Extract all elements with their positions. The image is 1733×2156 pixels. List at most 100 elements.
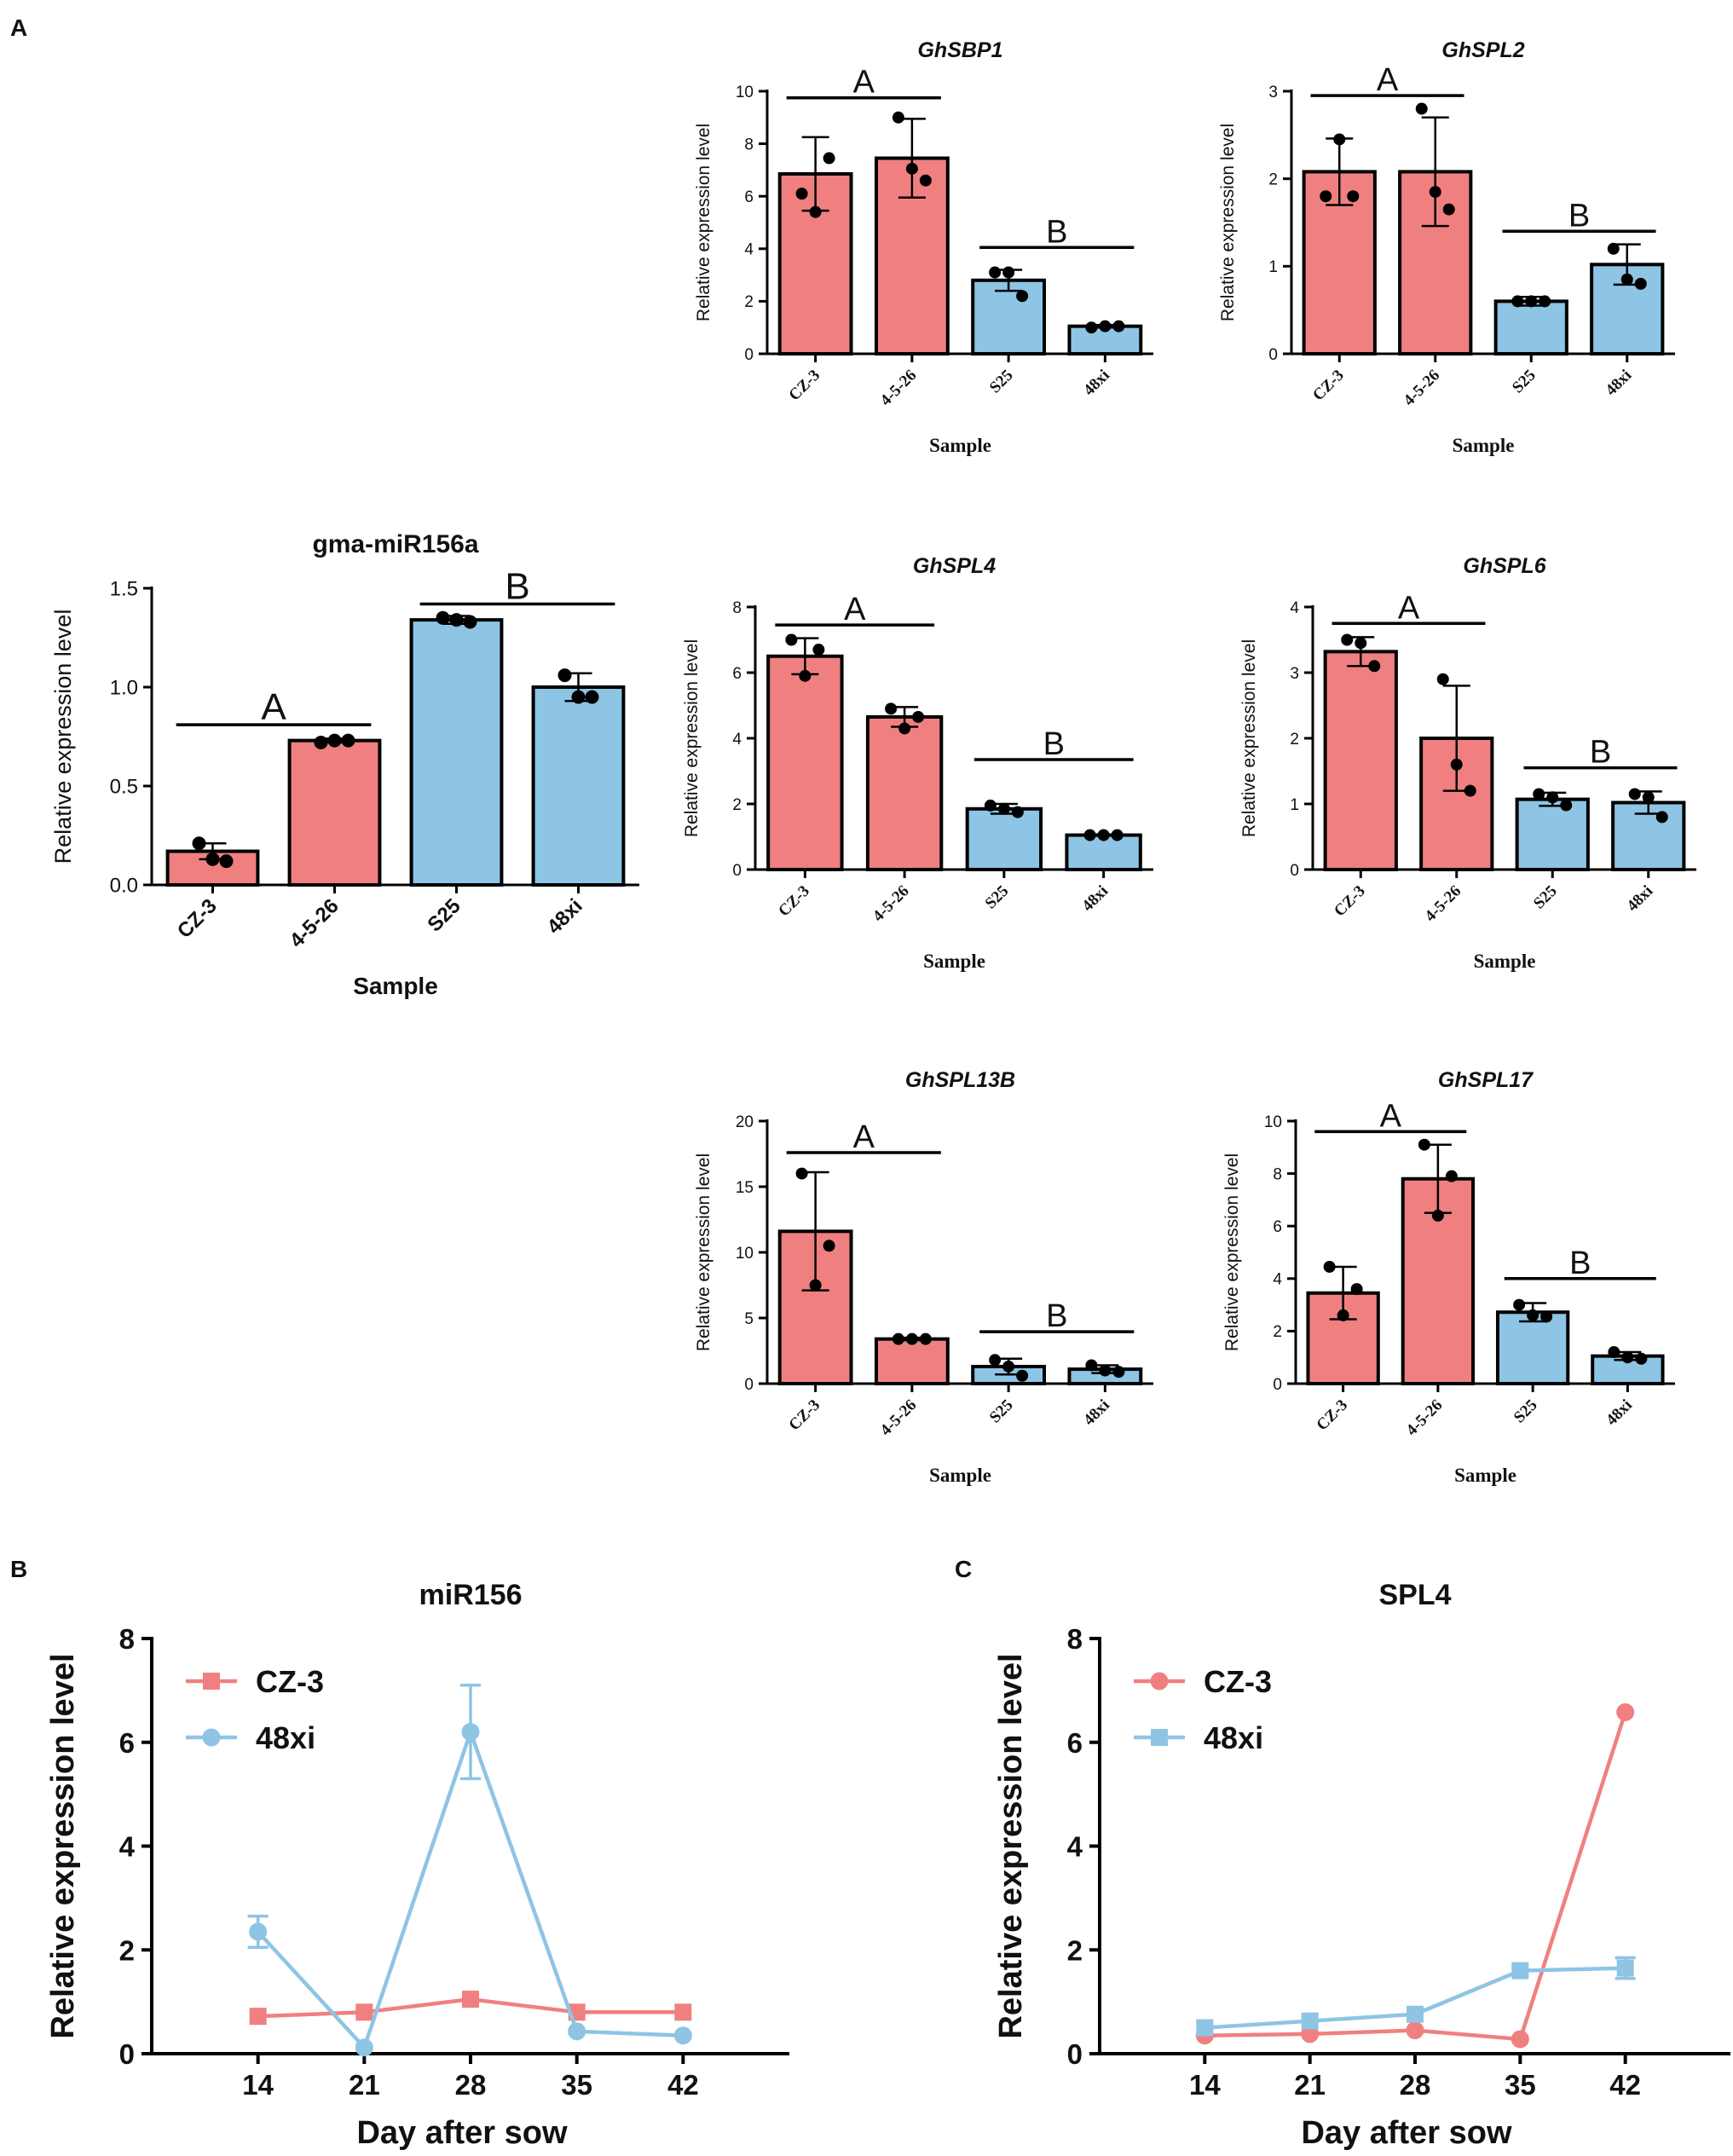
data-point bbox=[1002, 1360, 1015, 1373]
data-point bbox=[192, 836, 206, 851]
x-axis-label: Sample bbox=[929, 435, 991, 456]
data-point bbox=[1560, 799, 1573, 812]
data-point bbox=[795, 1167, 808, 1180]
y-tick-label: 0 bbox=[1268, 346, 1278, 364]
x-tick-label: CZ-3 bbox=[775, 882, 813, 921]
data-point bbox=[1540, 1310, 1553, 1323]
panel-label-a: A bbox=[10, 14, 27, 41]
x-tick-label: 4-5-26 bbox=[286, 894, 344, 952]
x-tick-label: 48xi bbox=[543, 894, 587, 939]
data-point bbox=[1546, 791, 1559, 804]
series-marker-CZ-3 bbox=[1616, 1702, 1635, 1721]
x-tick-label: 42 bbox=[667, 2069, 699, 2101]
data-point bbox=[314, 735, 328, 749]
data-point bbox=[449, 613, 464, 627]
y-tick-label: 6 bbox=[119, 1727, 135, 1759]
data-point bbox=[1112, 1366, 1125, 1379]
x-axis-label: Sample bbox=[923, 951, 985, 972]
y-tick-label: 4 bbox=[732, 731, 742, 749]
bar-S25 bbox=[965, 806, 1043, 872]
x-tick-label: CZ-3 bbox=[1309, 367, 1348, 405]
x-tick-label: CZ-3 bbox=[785, 1396, 823, 1435]
group-label: A bbox=[853, 1119, 875, 1155]
group-label: B bbox=[1568, 198, 1590, 234]
chart-title: GhSPL17 bbox=[1438, 1068, 1534, 1092]
x-axis-label: Day after sow bbox=[1301, 2115, 1512, 2151]
y-tick-label: 2 bbox=[1290, 731, 1299, 749]
chart-title: GhSPL6 bbox=[1463, 554, 1546, 578]
chart-title: GhSBP1 bbox=[917, 38, 1002, 62]
data-point bbox=[205, 852, 220, 866]
x-tick-label: 48xi bbox=[1603, 367, 1636, 400]
data-point bbox=[1450, 758, 1463, 771]
data-point bbox=[892, 1332, 904, 1345]
group-label: B bbox=[1043, 726, 1065, 762]
x-axis-label: Day after sow bbox=[356, 2115, 568, 2151]
x-tick-label: 4-5-26 bbox=[1401, 367, 1444, 410]
chart-title: GhSPL13B bbox=[905, 1068, 1015, 1092]
x-tick-label: 21 bbox=[1294, 2069, 1326, 2101]
data-point bbox=[1002, 266, 1015, 279]
data-point bbox=[1607, 242, 1620, 255]
x-tick-label: 4-5-26 bbox=[1422, 882, 1465, 926]
data-point bbox=[1097, 829, 1110, 841]
data-point bbox=[1513, 1298, 1526, 1311]
y-tick-label: 8 bbox=[1273, 1165, 1282, 1183]
group-label: B bbox=[1569, 1246, 1591, 1281]
y-axis-label: Relative expression level bbox=[1239, 639, 1259, 837]
y-tick-label: 4 bbox=[744, 241, 754, 259]
data-point bbox=[436, 610, 450, 625]
bar-4-5-26 bbox=[865, 714, 944, 871]
y-tick-label: 0 bbox=[119, 2038, 135, 2070]
data-point bbox=[1429, 186, 1441, 199]
chart-title: GhSPL4 bbox=[913, 554, 996, 578]
series-marker-CZ-3 bbox=[674, 2003, 692, 2021]
y-tick-label: 1.5 bbox=[110, 578, 138, 601]
series-marker-48xi bbox=[249, 1922, 268, 1941]
data-point bbox=[571, 690, 586, 704]
data-point bbox=[341, 733, 355, 748]
bar-4-5-26 bbox=[287, 738, 382, 887]
y-tick-label: 4 bbox=[1273, 1271, 1282, 1289]
x-tick-label: CZ-3 bbox=[1331, 882, 1369, 921]
series-marker-CZ-3 bbox=[462, 1991, 479, 2009]
y-tick-label: 0 bbox=[1273, 1376, 1282, 1394]
bar-48xi bbox=[531, 685, 626, 887]
y-axis-label: Relative expression level bbox=[50, 610, 76, 864]
data-point bbox=[809, 205, 822, 218]
data-point bbox=[1628, 788, 1641, 801]
data-point bbox=[984, 799, 996, 812]
group-label: A bbox=[261, 686, 286, 728]
group-label: B bbox=[1046, 214, 1067, 250]
data-point bbox=[1415, 102, 1428, 115]
data-point bbox=[892, 111, 904, 124]
x-axis-label: Sample bbox=[1454, 1465, 1516, 1486]
chart-spl4: SPL4 0 2 4 6 8 14 21 28 35 42 Day after sow Relative… bbox=[993, 1579, 1730, 2151]
charts: GhSBP1 0 2 4 6 8 10 CZ-3 4-5-26 S25 48xi Sample Rela… bbox=[45, 38, 1730, 2151]
y-tick-label: 6 bbox=[1273, 1218, 1282, 1236]
y-tick-label: 4 bbox=[1290, 599, 1299, 617]
x-tick-label: 4-5-26 bbox=[869, 882, 913, 926]
data-point bbox=[905, 162, 918, 175]
y-tick-label: 10 bbox=[736, 84, 754, 101]
data-point bbox=[1608, 1346, 1620, 1359]
data-point bbox=[823, 1240, 835, 1252]
chart-ghsbp1: GhSBP1 0 2 4 6 8 10 CZ-3 4-5-26 S25 48xi Sample Rela… bbox=[694, 38, 1153, 456]
chart-ghspl6: GhSPL6 0 1 2 3 4 CZ-3 4-5-26 S25 48xi Sample Relati… bbox=[1239, 554, 1696, 972]
y-tick-label: 2 bbox=[119, 1934, 135, 1966]
data-point bbox=[1112, 320, 1125, 332]
x-tick-label: 21 bbox=[349, 2069, 380, 2101]
bar-CZ-3 bbox=[1323, 650, 1398, 871]
x-tick-label: S25 bbox=[1530, 882, 1561, 913]
y-tick-label: 0.0 bbox=[110, 875, 138, 898]
y-axis-label: Relative expression level bbox=[1222, 1153, 1242, 1351]
x-tick-label: 28 bbox=[1400, 2069, 1431, 2101]
data-point bbox=[1642, 791, 1655, 804]
x-tick-label: 48xi bbox=[1603, 1396, 1636, 1430]
x-tick-label: 35 bbox=[1505, 2069, 1536, 2101]
data-point bbox=[799, 669, 812, 682]
series-marker-CZ-3 bbox=[355, 2003, 373, 2021]
legend-label: 48xi bbox=[1204, 1720, 1263, 1755]
data-point bbox=[1511, 295, 1524, 308]
